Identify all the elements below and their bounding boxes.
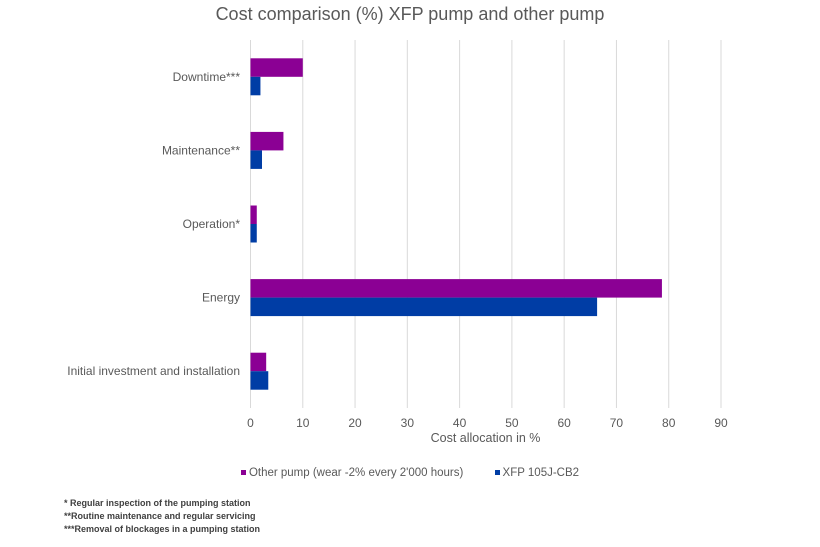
x-tick-label: 10: [296, 416, 310, 430]
bar-xfp-4: [250, 371, 269, 390]
x-tick-label: 70: [610, 416, 624, 430]
legend-item-xfp: XFP 105J-CB2: [494, 467, 580, 479]
legend-label: Other pump (wear -2% every 2'000 hours): [248, 467, 464, 479]
x-tick-label: 50: [505, 416, 519, 430]
bar-other-pump-2: [250, 205, 257, 224]
bar-other-pump-0: [250, 58, 303, 77]
footnote: ***Removal of blockages in a pumping sta…: [64, 524, 261, 534]
category-label: Initial investment and installation: [67, 364, 240, 378]
chart-title: Cost comparison (%) XFP pump and other p…: [215, 4, 605, 24]
legend-swatch: [494, 470, 500, 476]
x-tick-label: 30: [401, 416, 415, 430]
bar-xfp-0: [250, 76, 261, 96]
legend-item-other-pump: Other pump (wear -2% every 2'000 hours): [240, 467, 464, 479]
x-tick-label: 90: [714, 416, 728, 430]
category-label: Maintenance**: [162, 143, 240, 157]
bar-xfp-1: [250, 150, 263, 169]
bar-other-pump-4: [250, 352, 267, 372]
x-tick-label: 80: [662, 416, 676, 430]
bar-xfp-2: [250, 224, 257, 243]
bar-other-pump-1: [250, 131, 284, 151]
footnote: **Routine maintenance and regular servic…: [64, 511, 256, 521]
x-axis-label: Cost allocation in %: [430, 431, 541, 445]
legend-swatch: [240, 470, 246, 476]
category-label: Operation*: [183, 217, 241, 231]
x-tick-label: 20: [348, 416, 362, 430]
x-tick-label: 0: [247, 416, 254, 430]
bar-xfp-3: [250, 297, 598, 317]
footnotes: * Regular inspection of the pumping stat…: [64, 497, 260, 536]
legend: Other pump (wear -2% every 2'000 hours) …: [0, 467, 820, 479]
x-tick-label: 60: [557, 416, 571, 430]
bar-other-pump-3: [250, 279, 662, 298]
legend-label: XFP 105J-CB2: [502, 467, 580, 479]
category-label: Energy: [202, 291, 240, 305]
category-label: Downtime***: [173, 70, 241, 84]
footnote: * Regular inspection of the pumping stat…: [64, 498, 251, 508]
x-tick-label: 40: [453, 416, 467, 430]
